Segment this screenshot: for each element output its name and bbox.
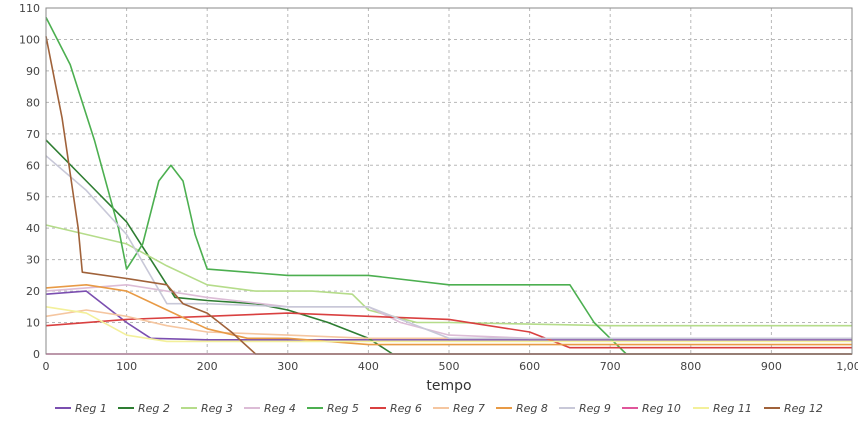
y-tick-label: 70 (26, 128, 40, 141)
x-tick-label: 1,000 (836, 360, 858, 373)
series-line-reg-6 (45, 312, 852, 349)
x-axis: 0 100 200 300 400 500 600 700 800 900 1,000 (43, 360, 858, 373)
legend-item-label: Reg 10 (642, 402, 681, 415)
y-axis: 0 10 20 30 40 50 60 70 80 90 100 110 (19, 2, 40, 361)
y-tick-label: 60 (26, 159, 40, 172)
y-tick-label: 100 (19, 33, 40, 46)
plot-border (45, 7, 853, 355)
x-tick-label: 400 (358, 360, 379, 373)
legend-item-label: Reg 5 (327, 402, 359, 415)
legend-item-label: Reg 12 (784, 402, 823, 415)
legend-item-label: Reg 3 (201, 402, 233, 415)
series-line-reg-9 (45, 155, 852, 340)
y-tick-label: 10 (26, 317, 40, 330)
x-tick-label: 700 (600, 360, 621, 373)
series-line-reg-11 (45, 306, 852, 343)
legend-item-label: Reg 7 (453, 402, 485, 415)
series-line-reg-5 (45, 17, 852, 355)
x-axis-title: tempo (426, 378, 471, 394)
x-tick-label: 500 (439, 360, 460, 373)
y-tick-label: 80 (26, 96, 40, 109)
y-tick-label: 30 (26, 254, 40, 267)
y-tick-label: 50 (26, 191, 40, 204)
legend-item-label: Reg 2 (138, 402, 170, 415)
legend-item-label: Reg 11 (713, 402, 752, 415)
x-tick-label: 600 (519, 360, 540, 373)
x-tick-label: 100 (116, 360, 137, 373)
y-tick-label: 40 (26, 222, 40, 235)
y-tick-label: 90 (26, 65, 40, 78)
series-line-reg-1 (45, 290, 852, 341)
series-line-reg-12 (45, 36, 852, 355)
legend-item-label: Reg 8 (516, 402, 548, 415)
y-tick-label: 110 (19, 2, 40, 15)
legend-item-label: Reg 6 (390, 402, 422, 415)
x-tick-label: 900 (761, 360, 782, 373)
x-tick-label: 800 (680, 360, 701, 373)
legend-item-label: Reg 9 (579, 402, 611, 415)
y-tick-label: 0 (33, 348, 40, 361)
x-tick-label: 200 (197, 360, 218, 373)
legend-item-label: Reg 4 (264, 402, 296, 415)
x-tick-label: 0 (43, 360, 50, 373)
x-tick-label: 300 (277, 360, 298, 373)
series-line-reg-3 (45, 224, 852, 327)
legend: Reg 1 Reg 2 Reg 3 Reg 4 Reg 5 Reg 6 Reg 7 Reg 8… (55, 402, 823, 415)
legend-item-label: Reg 1 (75, 402, 107, 415)
y-tick-label: 20 (26, 285, 40, 298)
